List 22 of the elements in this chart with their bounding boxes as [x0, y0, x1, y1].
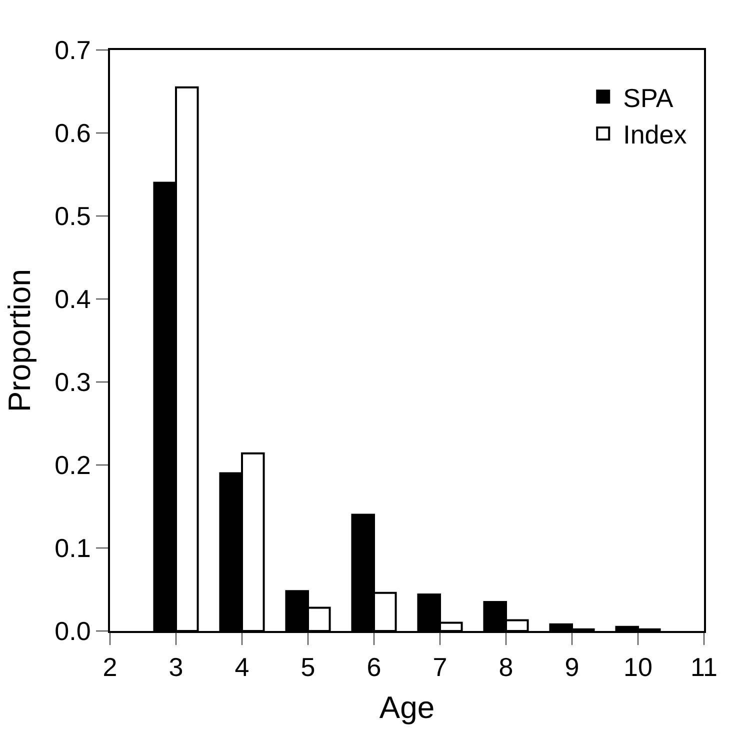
x-tick-label: 4	[234, 652, 250, 682]
x-tick-label: 9	[564, 652, 580, 682]
x-tick-label: 2	[102, 652, 118, 682]
y-tick-label: 0.0	[54, 616, 91, 646]
x-tick-label: 11	[690, 652, 718, 682]
legend-label: SPA	[623, 82, 674, 113]
x-tick-label: 10	[624, 652, 652, 682]
y-tick-label: 0.3	[54, 367, 91, 398]
x-tick-label: 3	[168, 652, 184, 682]
x-tick-label: 7	[432, 652, 448, 682]
y-tick-label: 0.7	[54, 35, 91, 66]
y-axis-title: Proportion	[2, 268, 37, 412]
y-tick-label: 0.5	[54, 201, 91, 232]
y-tick-label: 0.6	[54, 118, 91, 148]
x-tick-label: 8	[498, 652, 514, 682]
y-tick-label: 0.2	[54, 450, 91, 480]
legend-label: Index	[623, 120, 687, 150]
x-tick-label: 5	[300, 652, 316, 682]
y-tick-label: 0.4	[54, 284, 91, 314]
x-axis-title: Age	[379, 690, 435, 725]
x-tick-label: 6	[366, 652, 382, 682]
y-tick-label: 0.1	[54, 533, 91, 564]
